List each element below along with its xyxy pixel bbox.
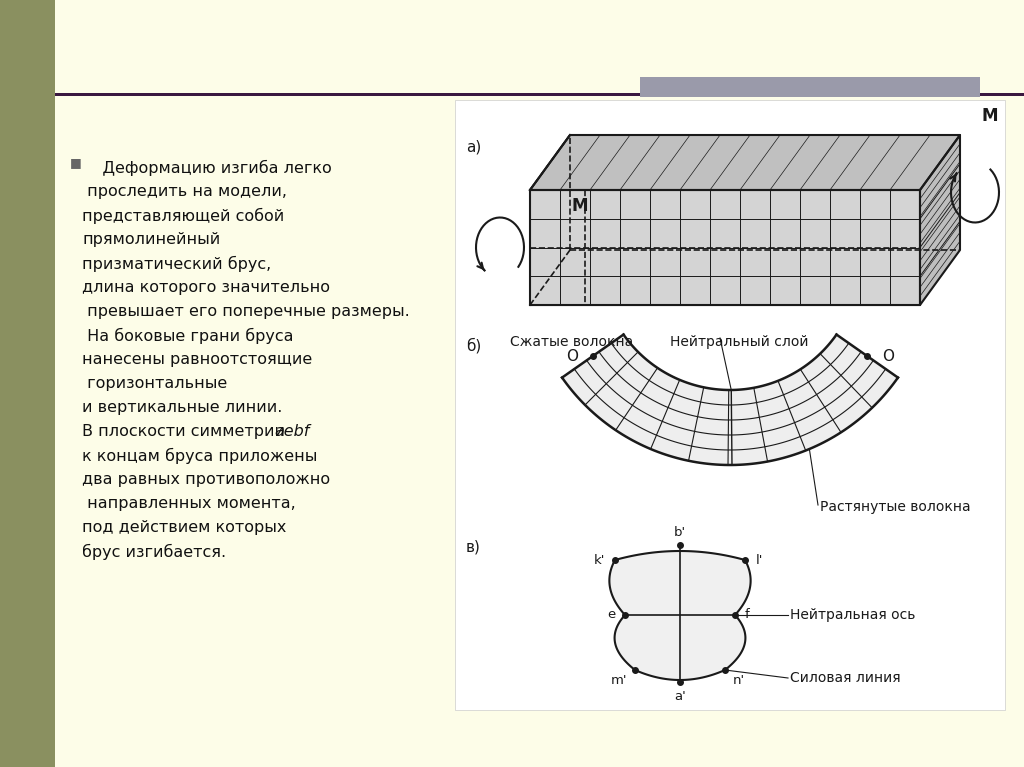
Bar [55, 93, 1024, 96]
Text: Растянутые волокна: Растянутые волокна [820, 500, 971, 514]
Text: брус изгибается.: брус изгибается. [82, 544, 226, 560]
Text: Деформацию изгиба легко: Деформацию изгиба легко [82, 160, 332, 176]
Text: М: М [982, 107, 998, 125]
Text: прямолинейный: прямолинейный [82, 232, 220, 247]
Text: представляющей собой: представляющей собой [82, 208, 285, 224]
Bar [455, 100, 1005, 710]
Text: В плоскости симметрии: В плоскости симметрии [82, 424, 290, 439]
Text: aebf: aebf [274, 424, 309, 439]
Text: длина которого значительно: длина которого значительно [82, 280, 330, 295]
Text: горизонтальные: горизонтальные [82, 376, 227, 391]
Text: два равных противоположно: два равных противоположно [82, 472, 330, 487]
Text: Нейтральная ось: Нейтральная ось [790, 608, 915, 622]
Text: Нейтральный слой: Нейтральный слой [670, 335, 809, 349]
Polygon shape [530, 135, 961, 190]
Polygon shape [609, 551, 751, 680]
Text: М: М [571, 197, 588, 215]
Text: в): в) [466, 540, 481, 555]
Text: нанесены равноотстоящие: нанесены равноотстоящие [82, 352, 312, 367]
Text: Сжатые волокна: Сжатые волокна [510, 335, 633, 349]
Text: m': m' [610, 673, 628, 686]
Text: f: f [744, 608, 750, 621]
Bar [0, 0, 55, 767]
Text: превышает его поперечные размеры.: превышает его поперечные размеры. [82, 304, 410, 319]
Polygon shape [920, 135, 961, 305]
Text: под действием которых: под действием которых [82, 520, 287, 535]
Text: b': b' [674, 526, 686, 539]
Text: к концам бруса приложены: к концам бруса приложены [82, 448, 317, 464]
Text: и вертикальные линии.: и вертикальные линии. [82, 400, 283, 415]
Text: e: e [607, 608, 615, 621]
Polygon shape [562, 334, 898, 465]
Text: Силовая линия: Силовая линия [790, 671, 901, 685]
Text: направленных момента,: направленных момента, [82, 496, 296, 511]
Text: О: О [883, 348, 894, 364]
Text: а): а) [466, 140, 481, 155]
Text: проследить на модели,: проследить на модели, [82, 184, 287, 199]
Text: a': a' [674, 690, 686, 703]
Text: б): б) [466, 338, 481, 354]
Text: О: О [566, 348, 578, 364]
Text: k': k' [593, 554, 605, 567]
Text: ■: ■ [70, 156, 82, 169]
Text: призматический брус,: призматический брус, [82, 256, 271, 272]
Bar [640, 77, 980, 97]
Polygon shape [530, 190, 920, 305]
Text: l': l' [756, 554, 763, 567]
Text: На боковые грани бруса: На боковые грани бруса [82, 328, 294, 344]
Text: n': n' [733, 673, 745, 686]
